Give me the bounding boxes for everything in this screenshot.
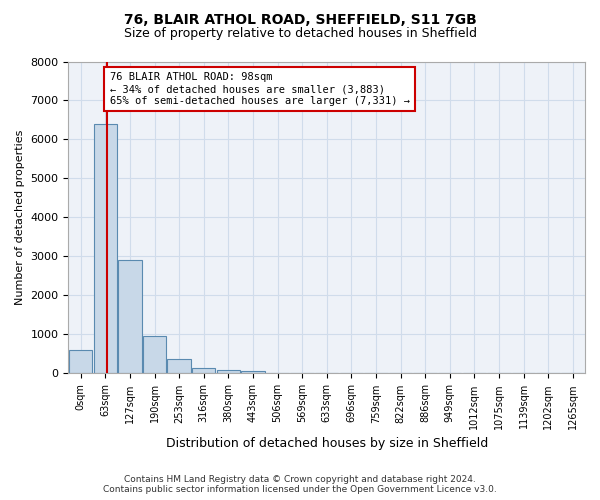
Text: Size of property relative to detached houses in Sheffield: Size of property relative to detached ho… bbox=[124, 28, 476, 40]
Bar bbox=[69, 350, 92, 374]
Text: 76 BLAIR ATHOL ROAD: 98sqm
← 34% of detached houses are smaller (3,883)
65% of s: 76 BLAIR ATHOL ROAD: 98sqm ← 34% of deta… bbox=[110, 72, 410, 106]
Bar bbox=[192, 368, 215, 374]
X-axis label: Distribution of detached houses by size in Sheffield: Distribution of detached houses by size … bbox=[166, 437, 488, 450]
Bar bbox=[167, 360, 191, 374]
Bar bbox=[217, 370, 240, 374]
Bar bbox=[94, 124, 117, 374]
Text: Contains HM Land Registry data © Crown copyright and database right 2024.
Contai: Contains HM Land Registry data © Crown c… bbox=[103, 474, 497, 494]
Bar bbox=[118, 260, 142, 374]
Y-axis label: Number of detached properties: Number of detached properties bbox=[15, 130, 25, 305]
Bar bbox=[143, 336, 166, 374]
Text: 76, BLAIR ATHOL ROAD, SHEFFIELD, S11 7GB: 76, BLAIR ATHOL ROAD, SHEFFIELD, S11 7GB bbox=[124, 12, 476, 26]
Bar bbox=[241, 371, 265, 374]
